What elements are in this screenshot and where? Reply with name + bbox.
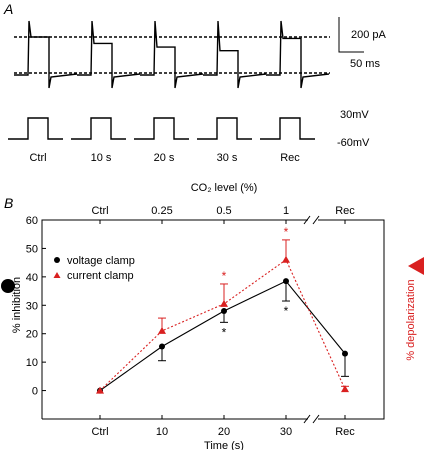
holding-low-label: -60mV [337,137,370,149]
current-traces [14,20,330,89]
x-tick-label: 10 [156,426,168,438]
voltage-step [260,117,315,140]
legend-label-current-clamp: current clamp [67,270,134,282]
plot-frame [41,219,308,419]
voltage-step [71,117,126,140]
y-tick-label: 60 [26,215,38,227]
current-trace [266,20,330,89]
sweep-label: 10 s [91,152,112,164]
top-axis-title: CO₂ level (%) [191,182,258,194]
current-trace [140,20,204,89]
panel-a-label: A [3,1,13,17]
legend-marker-voltage-clamp [54,257,60,263]
data-point-current-clamp [96,386,104,394]
current-trace [203,20,267,89]
data-point-current-clamp [220,299,228,307]
axis-break [303,414,311,424]
legend-label-voltage-clamp: voltage clamp [67,255,135,267]
voltage-step [134,117,189,140]
top-tick-label: 0.25 [151,205,172,217]
x-tick-label: 30 [280,426,292,438]
axis-break [312,414,320,424]
scale-time-label: 50 ms [350,58,380,70]
data-point-voltage-clamp [283,278,289,285]
sweep-labels: Ctrl 10 s 20 s 30 s Rec [29,152,300,164]
current-trace [14,20,78,89]
top-tick-label: Ctrl [91,205,108,217]
voltage-step [8,117,63,140]
sweep-label: 30 s [217,152,238,164]
y-tick-label: 10 [26,357,38,369]
significance-marker: * [222,269,227,283]
scale-current-label: 200 pA [351,29,387,41]
top-tick-label: 0.5 [216,205,231,217]
data-point-current-clamp [158,326,166,334]
panel-b-label: B [4,195,13,211]
significance-marker: * [284,304,289,318]
left-axis-symbol-circle [1,279,15,293]
plot-frame [318,219,385,420]
top-tick-label: Rec [335,205,355,217]
current-trace [77,20,141,89]
significance-marker: * [284,225,289,239]
x-tick-label: 20 [218,426,230,438]
right-axis-symbol-triangle [408,257,424,275]
sweep-label: 20 s [154,152,175,164]
x-axis-title: Time (s) [204,440,244,450]
data-point-voltage-clamp [159,343,165,350]
sweep-label: Ctrl [29,152,46,164]
y-tick-label: 20 [26,329,38,341]
x-tick-label: Ctrl [91,426,108,438]
top-tick-label: 1 [283,205,289,217]
holding-high-label: 30mV [340,109,369,121]
voltage-step [197,117,252,140]
axis-break [312,215,320,225]
data-point-voltage-clamp [342,350,348,357]
y-tick-label: 50 [26,243,38,255]
x-tick-label: Rec [335,426,355,438]
plot-area: 0 10 20 30 40 50 60 Ctrl Ctrl 10 0.25 20 0.5 30 1 Rec Re… [26,205,385,450]
data-point-current-clamp [282,255,290,263]
voltage-protocols [8,117,315,140]
y-axis-left-title: % inhibition [11,277,23,333]
axis-break [303,215,311,225]
data-point-current-clamp [341,385,349,393]
y-tick-label: 30 [26,300,38,312]
legend-marker-current-clamp [53,272,61,278]
significance-marker: * [222,325,227,339]
scale-bar [338,17,364,53]
y-tick-label: 0 [32,386,38,398]
sweep-label: Rec [280,152,300,164]
y-axis-right-title: % depolarization [405,279,417,360]
data-point-voltage-clamp [221,307,227,314]
y-tick-label: 40 [26,272,38,284]
